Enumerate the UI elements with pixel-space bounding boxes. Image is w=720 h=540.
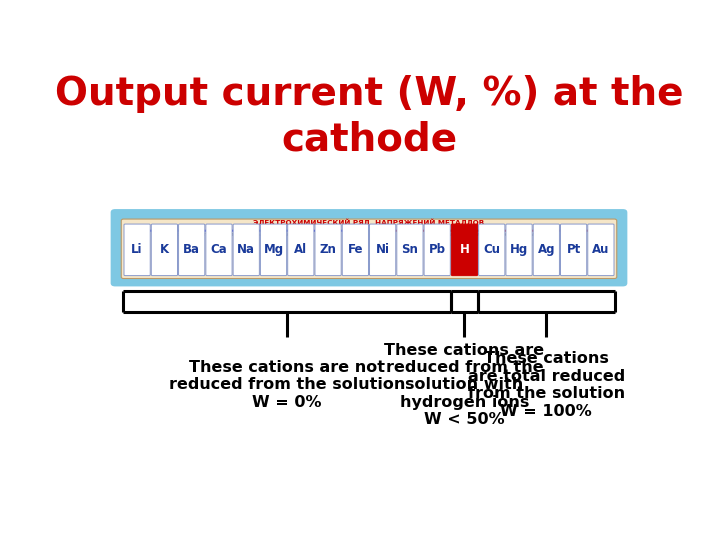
FancyBboxPatch shape bbox=[588, 224, 614, 275]
FancyBboxPatch shape bbox=[121, 219, 617, 279]
Text: Ca: Ca bbox=[210, 244, 228, 256]
Text: Ba: Ba bbox=[183, 244, 200, 256]
Text: Au: Au bbox=[592, 244, 610, 256]
Text: K: K bbox=[160, 244, 169, 256]
Text: Zn: Zn bbox=[320, 244, 336, 256]
FancyBboxPatch shape bbox=[451, 224, 477, 275]
Text: Cu: Cu bbox=[483, 244, 500, 256]
FancyBboxPatch shape bbox=[288, 224, 314, 275]
FancyBboxPatch shape bbox=[261, 224, 287, 275]
Text: H: H bbox=[459, 244, 469, 256]
Text: Pb: Pb bbox=[428, 244, 446, 256]
Text: Pt: Pt bbox=[567, 244, 581, 256]
FancyBboxPatch shape bbox=[233, 224, 259, 275]
Text: Sn: Sn bbox=[402, 244, 418, 256]
Text: Na: Na bbox=[237, 244, 255, 256]
FancyBboxPatch shape bbox=[151, 224, 178, 275]
FancyBboxPatch shape bbox=[424, 224, 450, 275]
Text: ВОССТАНОВИТЕЛЬНАЯ СПОСОБНОСТЬ УВЕЛИЧИВАЕТСЯ: ВОССТАНОВИТЕЛЬНАЯ СПОСОБНОСТЬ УВЕЛИЧИВАЕ… bbox=[174, 233, 301, 237]
FancyBboxPatch shape bbox=[342, 224, 369, 275]
FancyBboxPatch shape bbox=[369, 224, 396, 275]
FancyBboxPatch shape bbox=[179, 224, 204, 275]
FancyBboxPatch shape bbox=[397, 224, 423, 275]
Text: ЭЛЕКТРОХИМИЧЕСКИЙ РЯД  НАПРЯЖЕНИЙ МЕТАЛЛОВ: ЭЛЕКТРОХИМИЧЕСКИЙ РЯД НАПРЯЖЕНИЙ МЕТАЛЛО… bbox=[253, 219, 485, 226]
FancyBboxPatch shape bbox=[206, 224, 232, 275]
Text: Fe: Fe bbox=[348, 244, 363, 256]
FancyBboxPatch shape bbox=[111, 209, 627, 286]
Text: cathode: cathode bbox=[281, 120, 457, 159]
FancyBboxPatch shape bbox=[534, 224, 559, 275]
Text: Ag: Ag bbox=[538, 244, 555, 256]
FancyBboxPatch shape bbox=[506, 224, 532, 275]
Text: Mg: Mg bbox=[264, 244, 284, 256]
Text: Output current (W, %) at the: Output current (W, %) at the bbox=[55, 75, 683, 113]
Text: These cations
are total reduced
from the solution
W = 100%: These cations are total reduced from the… bbox=[468, 352, 625, 418]
FancyBboxPatch shape bbox=[315, 224, 341, 275]
Text: Al: Al bbox=[294, 244, 307, 256]
FancyBboxPatch shape bbox=[479, 224, 505, 275]
Text: Ni: Ni bbox=[376, 244, 390, 256]
FancyBboxPatch shape bbox=[124, 224, 150, 275]
Text: ОКИСЛИТЕЛЬНАЯ СПОСОБНОСТЬ УВЕЛИЧИВАЕТСЯ: ОКИСЛИТЕЛЬНАЯ СПОСОБНОСТЬ УВЕЛИЧИВАЕТСЯ bbox=[443, 233, 558, 237]
Text: These cations are not
reduced from the solution
W = 0%: These cations are not reduced from the s… bbox=[169, 360, 405, 410]
FancyBboxPatch shape bbox=[560, 224, 587, 275]
Text: Li: Li bbox=[131, 244, 143, 256]
Text: Hg: Hg bbox=[510, 244, 528, 256]
Text: These cations are
reduced from the
solution with
hydrogen ions
W < 50%: These cations are reduced from the solut… bbox=[384, 343, 544, 427]
